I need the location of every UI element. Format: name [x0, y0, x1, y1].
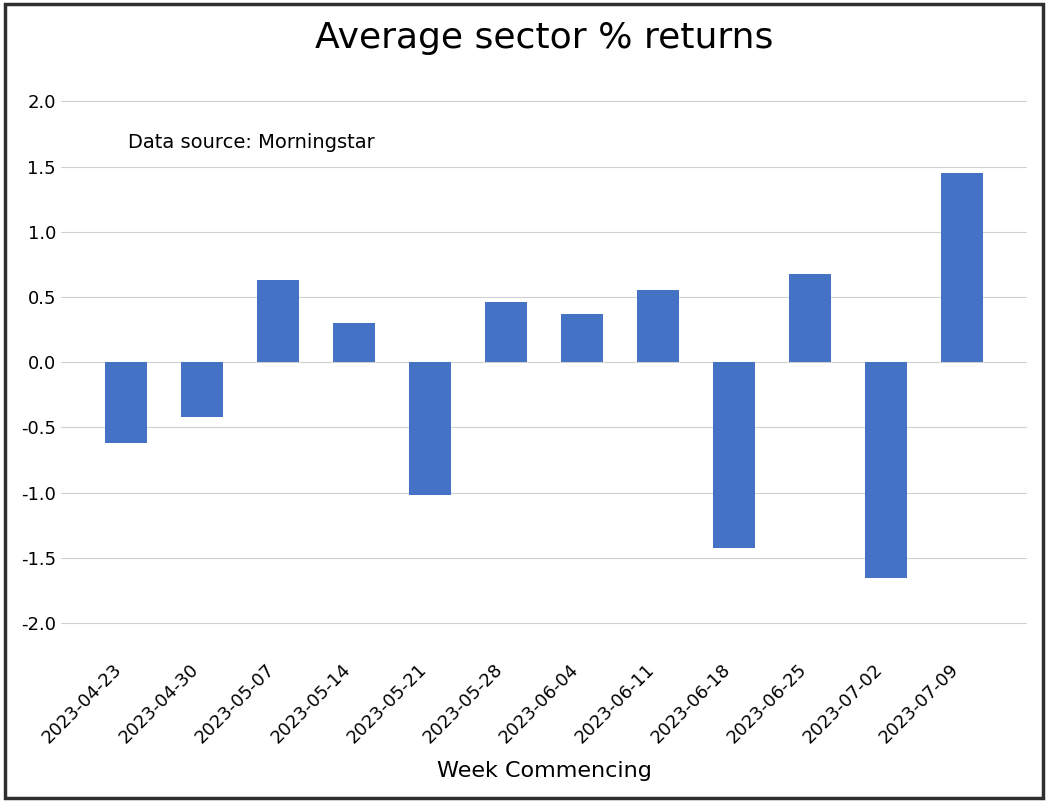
Bar [637, 290, 679, 363]
Text: Data source: Morningstar: Data source: Morningstar [129, 133, 375, 152]
Bar [181, 363, 222, 417]
Bar [789, 273, 831, 363]
Bar [714, 363, 755, 548]
Bar [561, 314, 603, 363]
Bar [333, 323, 375, 363]
Bar [257, 280, 299, 363]
X-axis label: Week Commencing: Week Commencing [437, 761, 652, 781]
Bar [866, 363, 908, 577]
Bar [485, 302, 527, 363]
Title: Average sector % returns: Average sector % returns [314, 21, 773, 55]
Bar [409, 363, 451, 496]
Bar [941, 173, 983, 363]
Bar [105, 363, 147, 444]
